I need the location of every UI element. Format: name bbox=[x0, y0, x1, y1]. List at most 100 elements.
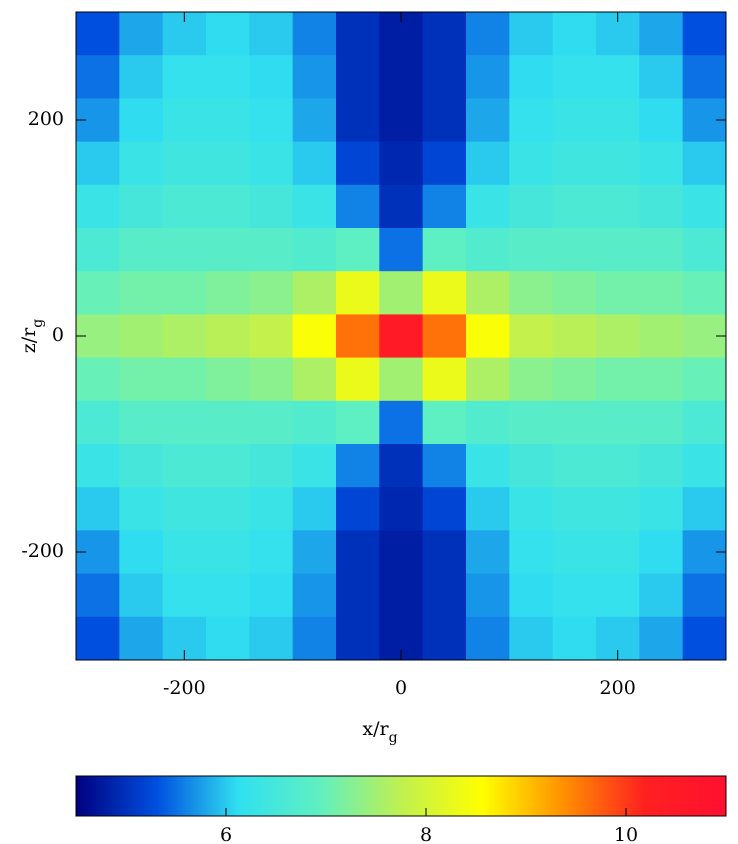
heatmap-cell bbox=[596, 487, 640, 531]
heatmap-cell bbox=[552, 400, 597, 445]
heatmap-cell bbox=[639, 357, 684, 402]
x-tick-label: 200 bbox=[600, 677, 636, 699]
heatmap-cell bbox=[509, 357, 554, 402]
heatmap-cell bbox=[552, 98, 597, 143]
heatmap-cell bbox=[596, 357, 640, 402]
heatmap-cell bbox=[292, 141, 337, 186]
colorbar-tick-label: 10 bbox=[614, 824, 638, 844]
heatmap-cell bbox=[509, 616, 554, 661]
heatmap-cell bbox=[292, 616, 337, 661]
heatmap-cell bbox=[76, 228, 120, 272]
heatmap-cell bbox=[76, 141, 120, 186]
heatmap-cell bbox=[206, 141, 250, 186]
y-label-text: z/r bbox=[18, 327, 40, 353]
x-axis-label: x/rg bbox=[362, 718, 397, 746]
heatmap-cell bbox=[596, 400, 640, 445]
heatmap-cell bbox=[206, 184, 250, 229]
heatmap-cell bbox=[162, 444, 207, 488]
heatmap-cell bbox=[76, 12, 120, 56]
heatmap-cell bbox=[379, 55, 424, 99]
heatmap-cell bbox=[249, 487, 294, 531]
heatmap-cell bbox=[292, 12, 337, 56]
axes: -200 0 200 -200 0 200 bbox=[21, 12, 726, 699]
heatmap-cell bbox=[162, 400, 207, 445]
heatmap-cell bbox=[509, 487, 554, 531]
heatmap-cell bbox=[292, 573, 337, 618]
heatmap-cell bbox=[596, 141, 640, 186]
heatmap-cell bbox=[682, 400, 727, 445]
heatmap-cell bbox=[639, 400, 684, 445]
heatmap-cell bbox=[422, 12, 467, 56]
heatmap-cell bbox=[76, 616, 120, 661]
heatmap-cell bbox=[379, 314, 424, 359]
heatmap-cell bbox=[552, 487, 597, 531]
heatmap-cell bbox=[552, 271, 597, 315]
heatmap-cell bbox=[206, 228, 250, 272]
heatmap-cell bbox=[336, 184, 380, 229]
heatmap-cell bbox=[119, 271, 164, 315]
heatmap-cell bbox=[509, 444, 554, 488]
heatmap-cell bbox=[76, 55, 120, 99]
heatmap-cell bbox=[336, 444, 380, 488]
x-label-text: x/r bbox=[362, 718, 389, 740]
heatmap-cell bbox=[336, 573, 380, 618]
heatmap-cell bbox=[162, 141, 207, 186]
heatmap-cell bbox=[249, 55, 294, 99]
heatmap-cell bbox=[206, 530, 250, 575]
heatmap-cell bbox=[119, 141, 164, 186]
heatmap-cell bbox=[466, 271, 510, 315]
heatmap-cell bbox=[682, 271, 727, 315]
heatmap-cell bbox=[206, 12, 250, 56]
heatmap-cell bbox=[206, 357, 250, 402]
heatmap-cell bbox=[466, 55, 510, 99]
heatmap-cell bbox=[249, 228, 294, 272]
heatmap-cell bbox=[249, 616, 294, 661]
heatmap-cell bbox=[509, 573, 554, 618]
heatmap-cell bbox=[76, 400, 120, 445]
heatmap-cell bbox=[249, 530, 294, 575]
heatmap-cell bbox=[509, 271, 554, 315]
heatmap-cell bbox=[466, 228, 510, 272]
heatmap-cell bbox=[552, 530, 597, 575]
heatmap-cell bbox=[422, 616, 467, 661]
heatmap-cell bbox=[206, 271, 250, 315]
heatmap-cell bbox=[509, 530, 554, 575]
heatmap-cell bbox=[509, 184, 554, 229]
heatmap-cell bbox=[336, 228, 380, 272]
heatmap-cell bbox=[206, 616, 250, 661]
heatmap-cell bbox=[292, 314, 337, 359]
heatmap-cell bbox=[119, 616, 164, 661]
x-tick-label: -200 bbox=[163, 677, 206, 699]
heatmap-cell bbox=[466, 98, 510, 143]
y-tick-label: 200 bbox=[28, 108, 64, 130]
heatmap-cell bbox=[682, 357, 727, 402]
heatmap-cell bbox=[119, 55, 164, 99]
heatmap-cell bbox=[552, 573, 597, 618]
heatmap-cell bbox=[379, 357, 424, 402]
heatmap-cell bbox=[379, 98, 424, 143]
heatmap-cell bbox=[639, 573, 684, 618]
heatmap-cell bbox=[162, 98, 207, 143]
heatmap-cell bbox=[206, 487, 250, 531]
heatmap-cell bbox=[466, 141, 510, 186]
heatmap-cell bbox=[639, 141, 684, 186]
x-tick-label: 0 bbox=[395, 677, 407, 699]
heatmap-cell bbox=[292, 357, 337, 402]
heatmap-cell bbox=[552, 357, 597, 402]
heatmap-cell bbox=[422, 55, 467, 99]
y-tick-label: -200 bbox=[21, 540, 64, 562]
heatmap-cell bbox=[422, 444, 467, 488]
heatmap-cell bbox=[336, 314, 380, 359]
y-tick-label: 0 bbox=[52, 324, 64, 346]
heatmap-cell bbox=[682, 184, 727, 229]
heatmap-cell bbox=[422, 530, 467, 575]
heatmap-cell bbox=[682, 616, 727, 661]
heatmap-cell bbox=[119, 400, 164, 445]
heatmap-cell bbox=[249, 12, 294, 56]
heatmap-cell bbox=[162, 487, 207, 531]
heatmap-cell bbox=[162, 357, 207, 402]
heatmap-cell bbox=[119, 573, 164, 618]
heatmap-cell bbox=[336, 487, 380, 531]
heatmap-cell bbox=[466, 357, 510, 402]
